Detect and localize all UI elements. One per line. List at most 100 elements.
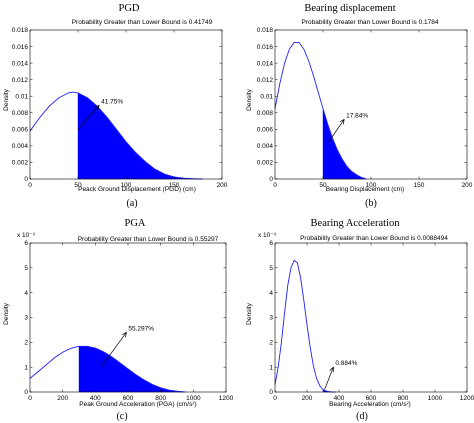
panel-d-title: Bearing Acceleration [311,218,401,229]
panel-d-arrow-shaft [324,367,334,390]
panel-c-ytick-label: 1 [24,364,28,371]
panel-d-ylabel: Density [246,302,253,324]
panel-b-xtick-label: 0 [273,182,277,189]
panel-a-ytick-label: 0.014 [12,60,29,67]
panel-a-annotation: Probability Greater than Lower Bound is … [72,19,213,26]
panel-c-arrow-shaft [101,332,127,367]
panel-a-xtick-label: 100 [121,182,132,189]
panel-b-annotation: Probability Greater than Lower Bound is … [302,19,439,26]
panel-d-arrow-head [329,366,335,373]
panel-a-xtick-label: 0 [28,182,32,189]
panel-d-ytick-label: 4 [269,290,273,297]
panel-d-y-exponent: x 10⁻³ [258,232,277,239]
panel-c-xtick-label: 600 [123,395,134,402]
panel-b-ylabel: Density [246,88,253,110]
panel-b-ytick-label: 0.004 [257,143,274,150]
panel-d-ytick-label: 5 [269,265,273,272]
panel-a-ytick-label: 0.016 [12,44,29,51]
panel-d-xtick-label: 1000 [428,395,443,402]
panel-b-ytick-label: 0.012 [257,77,274,84]
panel-d-xtick-label: 0 [273,395,277,402]
panel-b-xtick-label: 100 [366,182,377,189]
panel-a-xtick-label: 200 [217,182,228,189]
panel-b-ytick-label: 0.016 [257,44,274,51]
panel-c-ytick-label: 3 [24,315,28,322]
panel-a-percent-label: 41.75% [101,98,123,105]
panel-a-caption: (a) [126,198,137,209]
panel-a-ytick-label: 0.002 [12,160,29,167]
panel-a-ytick-label: 0.01 [15,93,28,100]
panel-c-xtick-label: 0 [28,395,32,402]
panel-a-arrow-shaft [77,105,100,130]
panel-b-arrow-shaft [328,119,345,142]
panel-b-ytick-label: 0.018 [257,27,274,34]
panel-a: PGD Probability Greater than Lower Bound… [3,3,228,209]
panel-b-ytick-label: 0.01 [260,93,273,100]
panel-b: Bearing displacement Probability Greater… [246,3,473,209]
panel-b-ytick-label: 0 [269,176,273,183]
panel-b-ytick-label: 0.008 [257,110,274,117]
panel-c-density-curve [29,345,186,393]
panel-d-axes [274,242,468,393]
panel-b-ytick-label: 0.002 [257,160,274,167]
panel-d-annotation: Probability Greater than Lower Bound is … [300,235,448,242]
panel-c-caption: (c) [116,411,127,422]
panel-d-xtick-label: 800 [398,395,409,402]
panel-b-density-curve [274,41,367,180]
panel-b-arrow-head [339,118,345,125]
panel-c-xtick-label: 1000 [186,395,201,402]
panel-c-xtick-label: 400 [90,395,101,402]
panel-b-percent-label: 17.84% [346,112,368,119]
panel-d-density-curve [274,259,336,393]
panel-a-ylabel: Density [3,88,10,110]
panel-c-ytick-label: 0 [24,389,28,396]
panel-a-ytick-label: 0.008 [12,110,29,117]
panel-d-xtick-label: 1200 [460,395,474,402]
panel-d: Bearing Acceleration Probability Greater… [246,218,474,422]
panel-c-ytick-label: 6 [24,240,28,247]
panel-b-title: Bearing displacement [304,3,395,14]
panel-c-xtick-label: 1200 [219,395,234,402]
panel-c-shaded-area [78,346,186,393]
panel-c-title: PGA [124,218,145,229]
panel-d-xlabel: Bearing Acceleration (cm/s²) [329,401,411,408]
panel-c-ytick-label: 2 [24,340,28,347]
panel-c-ytick-label: 5 [24,265,28,272]
panel-c-arrow-head [121,331,127,338]
panel-a-ytick-label: 0.006 [12,127,29,134]
panel-c-xtick-label: 200 [57,395,68,402]
panel-d-ytick-label: 6 [269,240,273,247]
panel-c-y-exponent: x 10⁻³ [17,232,36,239]
panel-d-xtick-label: 200 [302,395,313,402]
panel-b-axes [274,29,468,180]
panel-b-xtick-label: 50 [319,182,327,189]
panel-a-xlabel: Peack Ground Displacement (PGD) (cm) [78,186,196,193]
panel-d-ytick-label: 0 [269,389,273,396]
panel-b-ytick-label: 0.014 [257,60,274,67]
panel-b-ytick-label: 0.006 [257,127,274,134]
panel-d-caption: (d) [356,411,368,422]
panel-d-xtick-label: 400 [334,395,345,402]
panel-a-arrow-head [94,104,100,111]
panel-a-xtick-label: 50 [74,182,82,189]
panel-c-percent-label: 55.297% [128,325,154,332]
panel-a-ytick-label: 0.018 [12,27,29,34]
panel-a-xtick-label: 150 [169,182,180,189]
panel-c: PGA Probability Greater than Lower Bound… [3,218,234,422]
panel-d-ytick-label: 2 [269,340,273,347]
panel-c-ylabel: Density [3,302,10,324]
panel-c-ytick-label: 4 [24,290,28,297]
panel-a-ytick-label: 0.012 [12,77,29,84]
panel-d-ytick-label: 1 [269,364,273,371]
panel-b-xlabel: Bearing Displacement (cm) [326,186,404,193]
panel-a-ytick-label: 0.004 [12,143,29,150]
panel-c-xlabel: Peak Ground Acceleration (PGA) (cm/s²) [79,401,196,408]
panel-a-title: PGD [118,3,139,14]
panel-c-xtick-label: 800 [155,395,166,402]
panel-b-caption: (b) [365,198,377,209]
panel-a-ytick-label: 0 [24,176,28,183]
panel-c-annotation: Probability Greater than Lower Bound is … [78,236,219,243]
panel-d-xtick-label: 600 [366,395,377,402]
panel-b-xtick-label: 150 [414,182,425,189]
